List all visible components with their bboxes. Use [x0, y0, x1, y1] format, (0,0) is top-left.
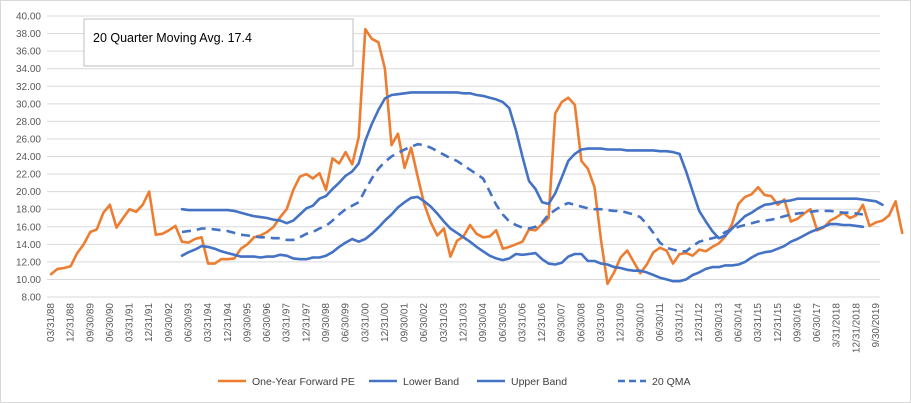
x-tick-label: 12/31/97 [301, 303, 312, 342]
y-tick-label: 34.00 [16, 64, 41, 75]
y-tick-label: 28.00 [16, 117, 41, 128]
x-tick-label: 09/30/04 [478, 303, 489, 342]
x-tick-label: 12/31/09 [616, 303, 627, 342]
legend-label: 20 QMA [652, 376, 691, 388]
y-tick-label: 32.00 [16, 82, 41, 93]
y-tick-label: 12.00 [16, 257, 41, 268]
x-tick-label: 12/31/12 [694, 303, 705, 342]
x-tick-label: 06/30/17 [812, 303, 823, 342]
y-tick-label: 22.00 [16, 170, 41, 181]
x-tick-label: 03/31/00 [360, 303, 371, 342]
x-tick-label: 12/31/91 [144, 303, 155, 342]
y-tick-label: 40.00 [16, 12, 41, 23]
x-tick-label: 03/31/97 [282, 303, 293, 342]
x-tick-label: 09/30/92 [164, 303, 175, 342]
y-tick-label: 26.00 [16, 134, 41, 145]
x-tick-label: 06/30/08 [576, 303, 587, 342]
y-tick-label: 30.00 [16, 99, 41, 110]
x-tick-label: 03/31/91 [125, 303, 136, 342]
x-tick-label: 12/31/06 [537, 303, 548, 342]
x-tick-label: 03/31/12 [675, 303, 686, 342]
series-line-one-year-forward-pe [49, 27, 904, 286]
x-tick-label: 06/30/99 [341, 303, 352, 342]
x-tick-label: 3/31/2018 [832, 303, 843, 348]
legend-label: One-Year Forward PE [252, 376, 355, 388]
x-tick-label: 12/31/2018 [851, 303, 862, 353]
y-tick-label: 24.00 [16, 152, 41, 163]
x-tick-label: 12/31/03 [459, 303, 470, 342]
y-tick-label: 8.00 [22, 293, 42, 304]
x-tick-label: 09/30/13 [714, 303, 725, 342]
x-tick-label: 12/31/00 [380, 303, 391, 342]
x-tick-label: 06/30/05 [498, 303, 509, 342]
y-tick-label: 14.00 [16, 240, 41, 251]
x-tick-label: 09/30/89 [85, 303, 96, 342]
y-tick-label: 36.00 [16, 47, 41, 58]
series-line-lower-band [180, 195, 865, 283]
y-tick-label: 10.00 [16, 275, 41, 286]
x-tick-label: 06/30/11 [655, 303, 666, 342]
x-axis: 03/31/88 12/31/88 09/30/89 06/30/90 03/31/91… [46, 303, 882, 353]
x-tick-label: 12/31/88 [66, 303, 77, 342]
x-tick-label: 03/31/94 [203, 303, 214, 342]
x-tick-label: 03/31/88 [46, 303, 57, 342]
y-axis: 8.00 10.00 12.00 14.00 16.00 18.00 20.00 22.00 2… [16, 12, 41, 304]
x-tick-label: 09/30/10 [635, 303, 646, 342]
x-tick-label: 06/30/96 [262, 303, 273, 342]
x-tick-label: 09/30/01 [400, 303, 411, 342]
annotation-text: 20 Quarter Moving Avg. 17.4 [93, 31, 252, 45]
x-tick-label: 06/30/93 [184, 303, 195, 342]
x-tick-label: 06/30/90 [105, 303, 116, 342]
series-group [49, 27, 904, 286]
x-tick-label: 09/30/95 [242, 303, 253, 342]
legend-label: Lower Band [403, 376, 459, 388]
x-tick-label: 03/31/06 [517, 303, 528, 342]
annotation-frame [83, 18, 354, 67]
x-tick-label: 12/31/15 [773, 303, 784, 342]
x-tick-label: 06/30/02 [419, 303, 430, 342]
gridlines [47, 15, 880, 298]
y-tick-label: 20.00 [16, 187, 41, 198]
x-tick-label: 12/31/94 [223, 303, 234, 342]
x-tick-label: 09/30/98 [321, 303, 332, 342]
legend: One-Year Forward PE Lower Band Upper Band 2… [218, 376, 691, 388]
x-tick-label: 03/31/03 [439, 303, 450, 342]
y-tick-label: 16.00 [16, 222, 41, 233]
series-line-upper-band [180, 91, 884, 240]
x-tick-label: 9/30/2019 [871, 303, 882, 348]
annotation-box: 20 Quarter Moving Avg. 17.4 [83, 18, 354, 67]
y-tick-label: 18.00 [16, 205, 41, 216]
x-tick-label: 09/30/16 [792, 303, 803, 342]
x-tick-label: 03/31/09 [596, 303, 607, 342]
legend-label: Upper Band [511, 376, 567, 388]
x-tick-label: 09/30/07 [557, 303, 568, 342]
y-tick-label: 38.00 [16, 29, 41, 40]
x-tick-label: 06/30/14 [734, 303, 745, 342]
x-tick-label: 03/31/15 [753, 303, 764, 342]
